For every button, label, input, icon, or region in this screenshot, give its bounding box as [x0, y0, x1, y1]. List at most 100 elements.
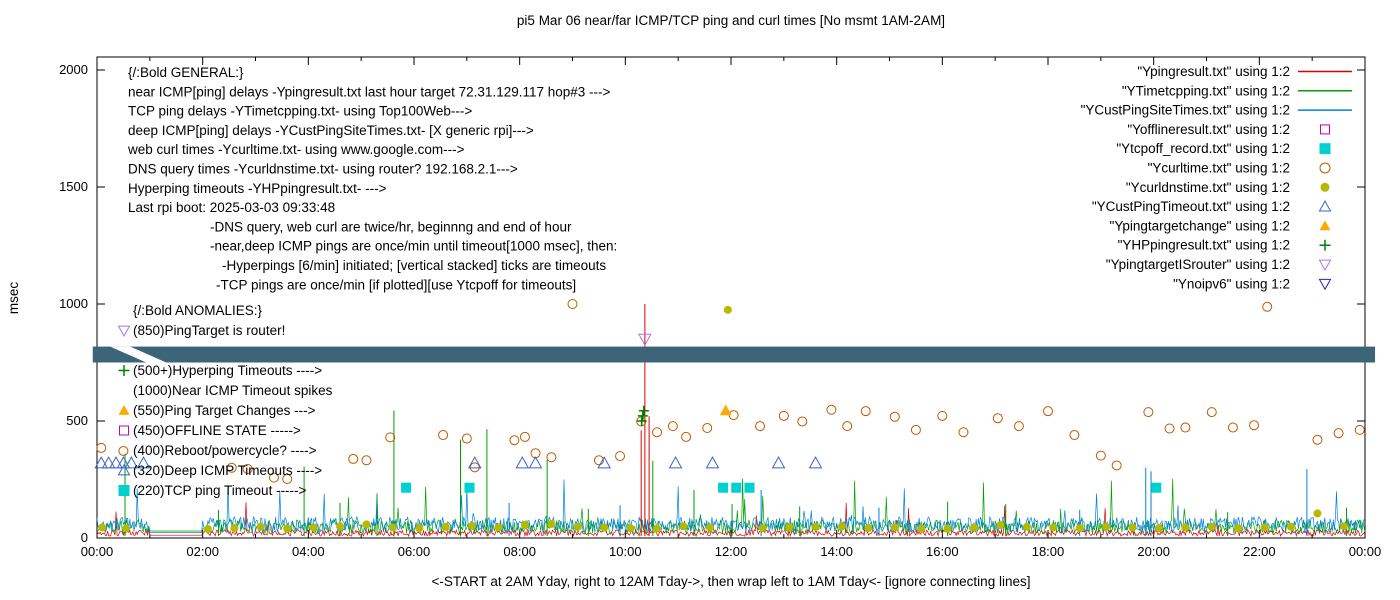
x-tick-label: 00:00: [1349, 544, 1382, 559]
curl-time-point: [797, 416, 808, 427]
curl-time-point: [755, 421, 766, 432]
general-note-line: -DNS query, web curl are twice/hr, begin…: [210, 219, 572, 234]
dns-time-point: [1181, 523, 1190, 532]
tcp-ping-timeout-point: [718, 482, 729, 493]
legend-label: "YpingtargetISrouter" using 1:2: [1106, 257, 1290, 272]
near-icmp-noise: [96, 502, 1366, 538]
dns-time-point: [970, 523, 979, 532]
general-note-line: -near,deep ICMP pings are once/min until…: [210, 239, 617, 254]
curl-time-point: [1180, 422, 1191, 433]
curl-time-point: [519, 431, 530, 442]
deep-icmp-timeout-point: [109, 456, 123, 469]
curl-time-point: [1227, 422, 1238, 433]
curl-time-point: [1206, 407, 1217, 418]
dns-time-point: [1075, 524, 1084, 533]
curl-time-point: [992, 413, 1003, 424]
x-tick-label: 02:00: [186, 544, 219, 559]
legend-marker: [1319, 239, 1331, 251]
legend-label: "Yofflineresult.txt" using 1:2: [1127, 122, 1290, 137]
dns-time-point: [1287, 522, 1296, 531]
deep-icmp-timeout-point: [597, 456, 612, 469]
x-tick-label: 14:00: [820, 544, 853, 559]
general-note-line: TCP ping delays -YTimetcpping.txt- using…: [128, 104, 472, 119]
dns-time-point: [890, 523, 899, 532]
hyperping-timeout-point: [638, 405, 649, 416]
curl-time-point: [438, 430, 449, 441]
x-tick-label: 20:00: [1137, 544, 1170, 559]
y-tick-label: 2000: [59, 62, 88, 77]
general-note-line: web curl times -Ycurltime.txt- using www…: [127, 142, 465, 157]
tcp-ping-timeout-point: [464, 482, 475, 493]
tcp-ping-timeout-point: [731, 482, 742, 493]
dns-time-point: [283, 524, 292, 533]
dns-time-point: [996, 521, 1005, 530]
deep-icmp-timeout-point: [94, 456, 109, 469]
deep-icmp-timeout-point: [101, 456, 116, 469]
curl-time-point: [1333, 428, 1344, 439]
anomaly-note-icon: [118, 405, 130, 415]
dns-time-point: [547, 519, 556, 528]
noise-series: [96, 478, 1366, 538]
spike-series: [124, 304, 1348, 537]
dns-time-point: [362, 520, 371, 529]
curl-time-point: [889, 411, 900, 422]
legend-marker: [1319, 143, 1331, 155]
curl-time-point: [226, 462, 237, 473]
dns-time-point: [336, 522, 345, 531]
curl-time-point: [567, 299, 578, 309]
anomaly-note-icon: [118, 485, 130, 496]
legend-marker: [1319, 162, 1331, 174]
x-tick-label: 18:00: [1032, 544, 1065, 559]
dns-time-point: [1339, 522, 1348, 531]
y-tick-label: 500: [66, 413, 88, 428]
dns-time-point: [1313, 509, 1322, 518]
anomaly-note-line: (850)PingTarget is router!: [133, 323, 285, 338]
curl-time-point: [1164, 423, 1175, 434]
anomaly-note-icon: [117, 463, 131, 476]
curl-time-point: [282, 474, 293, 485]
deep-icmp-timeout-point: [124, 456, 139, 469]
dns-time-point: [864, 524, 873, 533]
curl-time-point: [615, 451, 626, 462]
dns-time-point: [468, 521, 477, 530]
dns-time-point: [723, 305, 732, 314]
legend-marker: [1320, 124, 1330, 135]
curl-time-point: [937, 410, 948, 421]
dns-time-point: [1102, 522, 1111, 531]
x-tick-label: 12:00: [715, 544, 748, 559]
tcp-ping-timeout-point: [401, 482, 412, 493]
hyperping-timeout-point: [636, 416, 647, 426]
legend-marker: [1319, 220, 1331, 231]
tcp-ping-timeout-point: [744, 482, 755, 493]
curl-time-point: [652, 427, 663, 438]
legend-marker: [1318, 278, 1332, 291]
legend: "Ypingresult.txt" using 1:2 "YTimetcpping…: [1081, 64, 1352, 291]
general-note-line: DNS query times -Ycurldnstime.txt- using…: [128, 162, 518, 177]
legend-marker: [1318, 200, 1332, 212]
y-axis-label: msec: [6, 282, 21, 315]
curl-time-point: [1013, 421, 1024, 432]
redaction-band: [92, 346, 1376, 363]
deep-icmp-noise: [96, 479, 1366, 534]
x-tick-label: 22:00: [1243, 544, 1276, 559]
x-tick-label: 04:00: [292, 544, 325, 559]
dns-time-point: [653, 524, 662, 533]
dns-time-point: [573, 522, 582, 531]
dns-time-point: [122, 524, 131, 533]
deep-icmp-timeout-point: [467, 456, 482, 469]
dns-time-point: [837, 522, 846, 531]
legend-label: "YHPpingresult.txt" using 1:2: [1118, 238, 1290, 253]
curl-time-point: [681, 431, 692, 442]
dns-time-point: [600, 523, 609, 532]
legend-label: "YTimetcpping.txt" using 1:2: [1122, 83, 1290, 98]
deep-icmp-timeout-point: [116, 456, 131, 469]
redaction-band-gap: [110, 346, 167, 363]
legend-label: "Ypingtargetchange" using 1:2: [1110, 218, 1290, 233]
curl-time-point: [509, 435, 520, 446]
general-note-line: deep ICMP[ping] delays -YCustPingSiteTim…: [128, 123, 534, 138]
deep-icmp-timeout-point: [515, 456, 530, 469]
dns-time-point: [1154, 524, 1163, 533]
x-tick-label: 00:00: [81, 544, 114, 559]
legend-label: "YCustPingSiteTimes.txt" using 1:2: [1081, 103, 1290, 118]
